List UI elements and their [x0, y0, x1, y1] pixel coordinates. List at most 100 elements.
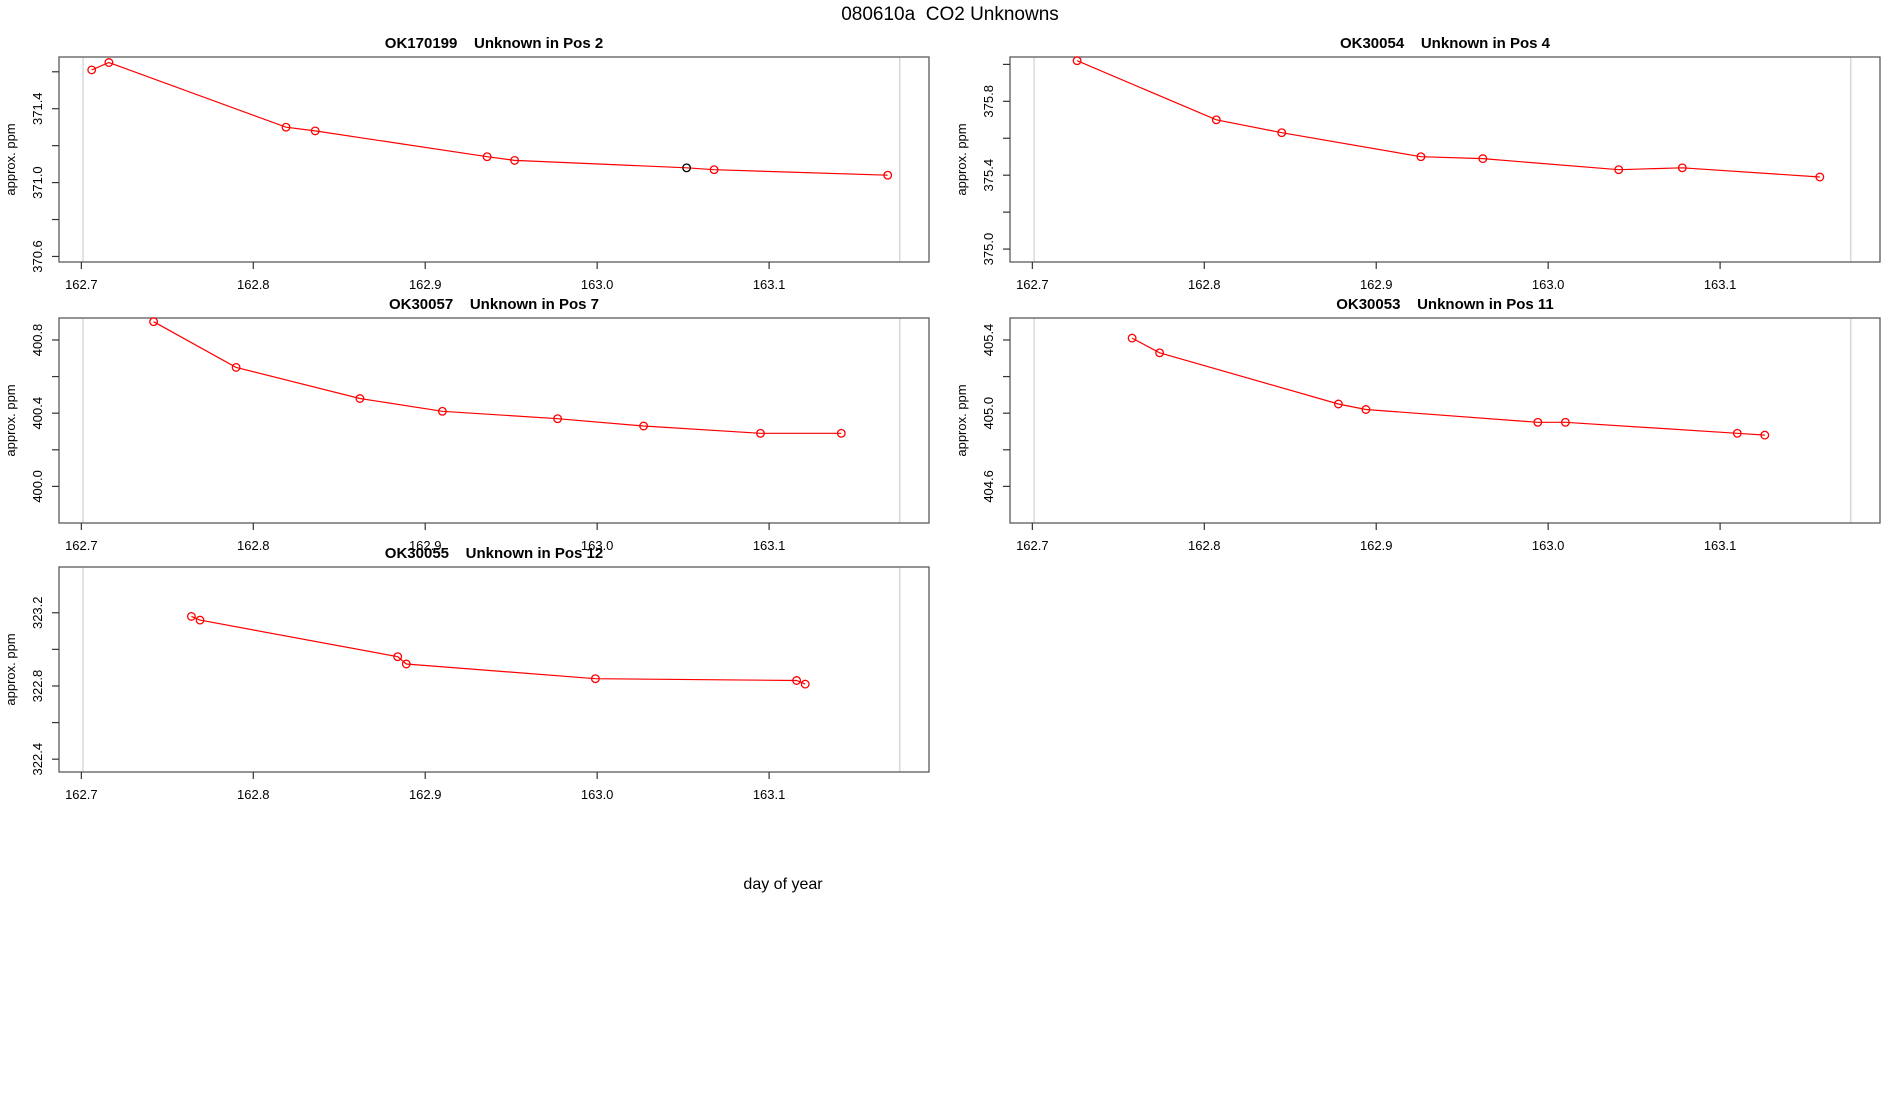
- data-point: [639, 421, 649, 431]
- data-point: [104, 58, 114, 67]
- plot-box: [1009, 317, 1881, 524]
- x-tick-label: 163.1: [753, 538, 786, 553]
- y-tick-label: 371.4: [30, 92, 45, 125]
- plot-box: [58, 566, 930, 773]
- data-point: [1560, 417, 1570, 427]
- y-tick-label: 405.4: [981, 324, 996, 357]
- data-point: [590, 674, 600, 684]
- chart-title: 080610a CO2 Unknowns: [841, 4, 1059, 25]
- series-line: [1076, 60, 1820, 178]
- data-point: [281, 122, 291, 132]
- data-point: [1416, 152, 1426, 162]
- data-point: [1127, 333, 1137, 343]
- panel-title: OK170199 Unknown in Pos 2: [385, 35, 603, 52]
- panel-title: OK30055 Unknown in Pos 12: [385, 545, 603, 562]
- panel-title: OK30054 Unknown in Pos 4: [1340, 35, 1551, 52]
- y-tick-label: 405.0: [981, 397, 996, 430]
- y-tick-label: 375.0: [981, 233, 996, 266]
- panel-title: OK30053 Unknown in Pos 11: [1336, 296, 1554, 313]
- data-point: [1333, 399, 1343, 409]
- x-tick-label: 162.9: [1360, 538, 1393, 553]
- y-tick-label: 322.8: [30, 670, 45, 703]
- x-tick-label: 162.8: [237, 538, 270, 553]
- data-point: [1361, 405, 1371, 414]
- x-tick-label: 163.0: [1532, 538, 1565, 553]
- series-line: [1131, 337, 1765, 436]
- x-tick-label: 162.9: [409, 787, 442, 802]
- x-tick-label: 163.1: [1704, 538, 1737, 553]
- x-tick-label: 162.7: [65, 787, 98, 802]
- data-point: [1614, 165, 1624, 175]
- x-tick-label: 162.9: [409, 538, 442, 553]
- data-point: [792, 676, 802, 685]
- x-tick-label: 162.9: [409, 277, 442, 292]
- x-tick-label: 163.1: [753, 787, 786, 802]
- y-axis-title: approx. ppm: [3, 123, 18, 195]
- data-point: [186, 611, 196, 621]
- data-point: [709, 165, 719, 175]
- plot-box: [58, 317, 930, 524]
- data-point: [510, 155, 520, 165]
- x-tick-label: 163.0: [581, 787, 614, 802]
- data-point: [1732, 428, 1742, 438]
- data-point: [883, 170, 893, 180]
- data-point: [1277, 128, 1287, 138]
- data-point: [756, 428, 765, 438]
- panel-OK30054: OK30054 Unknown in Pos 4 162.7 162.8 162.9 1…: [954, 35, 1881, 292]
- data-point: [482, 152, 492, 162]
- x-tick-label: 163.0: [1532, 277, 1565, 292]
- data-point: [401, 659, 411, 669]
- data-point: [836, 428, 846, 438]
- x-tick-label: 162.8: [237, 277, 270, 292]
- y-tick-label: 404.6: [981, 470, 996, 503]
- y-tick-label: 400.0: [30, 470, 45, 503]
- y-tick-label: 322.4: [30, 743, 45, 776]
- data-point: [1533, 417, 1543, 427]
- y-tick-label: 370.6: [30, 240, 45, 273]
- y-tick-label: 375.8: [981, 85, 996, 118]
- data-point: [437, 406, 447, 416]
- x-tick-label: 162.7: [65, 538, 98, 553]
- data-point: [87, 65, 97, 75]
- data-point: [393, 652, 403, 662]
- data-point: [355, 394, 365, 403]
- series-line: [153, 321, 842, 434]
- x-tick-label: 162.7: [65, 277, 98, 292]
- data-point: [1677, 163, 1687, 173]
- data-point: [1815, 172, 1825, 182]
- data-point: [149, 317, 159, 327]
- x-tick-label: 162.7: [1016, 538, 1049, 553]
- data-point: [682, 163, 692, 173]
- plot-box: [1009, 56, 1881, 263]
- data-point: [800, 679, 810, 689]
- data-point: [553, 414, 563, 424]
- data-point: [231, 362, 241, 372]
- x-tick-label: 163.0: [581, 277, 614, 292]
- data-point: [1211, 115, 1221, 125]
- data-point: [1072, 56, 1082, 66]
- x-tick-label: 162.7: [1016, 277, 1049, 292]
- x-axis-label: day of year: [743, 876, 823, 893]
- plot-box: [58, 56, 930, 263]
- y-axis-title: approx. ppm: [3, 384, 18, 456]
- x-tick-label: 162.8: [1188, 277, 1221, 292]
- data-point: [1478, 154, 1488, 164]
- x-tick-label: 163.1: [1704, 277, 1737, 292]
- panel-OK170199: OK170199 Unknown in Pos 2 162.7 162.8 162.9…: [3, 35, 930, 292]
- x-tick-label: 163.0: [581, 538, 614, 553]
- x-tick-label: 162.8: [237, 787, 270, 802]
- panel-OK30053: OK30053 Unknown in Pos 11 162.7 162.8 162.9…: [954, 296, 1881, 553]
- y-axis-title: approx. ppm: [3, 633, 18, 705]
- x-tick-label: 162.9: [1360, 277, 1393, 292]
- series-line: [91, 61, 888, 176]
- y-tick-label: 400.8: [30, 324, 45, 357]
- y-axis-title: approx. ppm: [954, 123, 969, 195]
- data-point: [1760, 430, 1770, 440]
- y-tick-label: 400.4: [30, 397, 45, 430]
- panel-title: OK30057 Unknown in Pos 7: [389, 296, 599, 313]
- y-tick-label: 323.2: [30, 596, 45, 629]
- series-line: [191, 615, 806, 685]
- x-tick-label: 162.8: [1188, 538, 1221, 553]
- panel-OK30057: OK30057 Unknown in Pos 7 162.7 162.8 162.9 1…: [3, 296, 930, 553]
